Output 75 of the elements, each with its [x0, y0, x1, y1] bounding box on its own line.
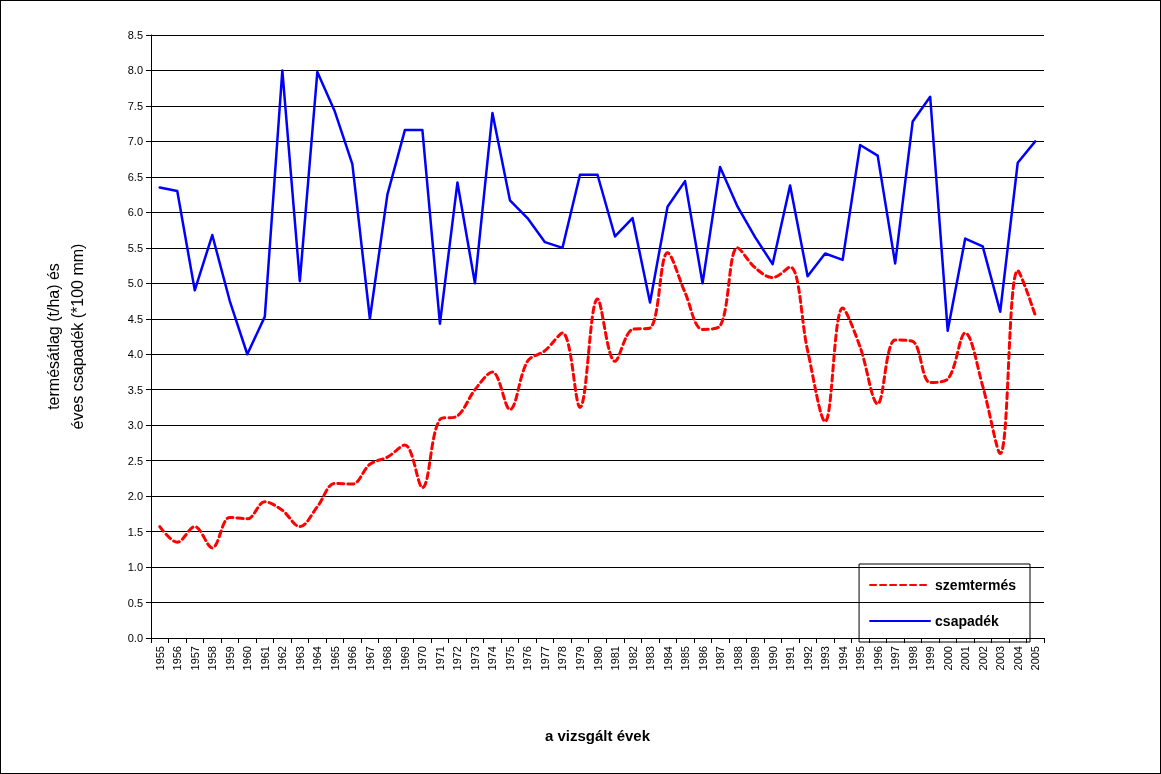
x-tick-label: 1969 — [398, 646, 411, 671]
y-tick-label: 7.0 — [127, 135, 143, 148]
y-tick-label: 1.5 — [127, 525, 143, 538]
x-tick-label: 1992 — [801, 646, 814, 671]
y-tick-label: 4.0 — [127, 348, 143, 361]
x-tick-label: 1967 — [363, 646, 376, 671]
x-tick-label: 1956 — [171, 646, 184, 671]
x-tick-label: 1989 — [749, 646, 762, 671]
x-tick-label: 1995 — [854, 646, 867, 671]
x-tick-label: 1993 — [819, 646, 832, 671]
y-axis-title: termésátlag (t/ha) és éves csapadék (*100 mm) — [44, 243, 86, 430]
y-tick-label: 5.5 — [127, 241, 143, 254]
x-tick-label: 2001 — [959, 646, 972, 671]
y-tick-label: 0.0 — [127, 632, 143, 644]
y-tick-label: 1.0 — [127, 561, 143, 574]
x-tick-label: 2003 — [994, 646, 1007, 671]
x-tick-label: 1957 — [188, 646, 201, 671]
x-tick-label: 1996 — [871, 646, 884, 671]
x-tick-label: 1991 — [784, 646, 797, 671]
y-tick-label: 4.5 — [127, 312, 143, 325]
y-tick-label: 3.5 — [127, 383, 143, 396]
x-tick-label: 1981 — [609, 646, 622, 671]
x-tick-label: 1961 — [258, 646, 271, 671]
x-tick-label: 1959 — [223, 646, 236, 671]
line-series — [158, 69, 1037, 356]
y-tick-label: 6.5 — [127, 170, 143, 183]
x-tick-label: 1968 — [381, 646, 394, 671]
x-tick-label: 1999 — [924, 646, 937, 671]
x-tick-label: 1982 — [626, 646, 639, 671]
line-series — [158, 246, 1037, 550]
x-tick-label: 1972 — [451, 646, 464, 671]
x-tick-label: 2005 — [1029, 646, 1042, 671]
x-tick-label: 1960 — [241, 646, 254, 671]
x-tick-label: 1974 — [486, 646, 499, 671]
x-tick-label: 1966 — [346, 646, 359, 671]
x-tick-label: 1973 — [468, 646, 481, 671]
x-tick-label: 2004 — [1011, 646, 1024, 671]
legend-label: csapadék — [935, 613, 1000, 629]
x-tick-label: 1964 — [311, 646, 324, 671]
x-tick-label: 1962 — [276, 646, 289, 671]
y-tick-label: 8.5 — [127, 29, 143, 41]
x-tick-label: 1975 — [503, 646, 516, 671]
x-tick-label: 1998 — [906, 646, 919, 671]
x-tick-label: 1977 — [538, 646, 551, 671]
x-tick-label: 1990 — [766, 646, 779, 671]
y-tick-label: 5.0 — [127, 277, 143, 290]
x-tick-label: 1985 — [679, 646, 692, 671]
y-tick-label: 7.5 — [127, 99, 143, 112]
y-tick-label: 6.0 — [127, 206, 143, 219]
x-tick-label: 1963 — [293, 646, 306, 671]
x-tick-label: 1978 — [556, 646, 569, 671]
x-tick-label: 1955 — [153, 646, 166, 671]
x-tick-label: 1971 — [433, 646, 446, 671]
x-tick-label: 1997 — [889, 646, 902, 671]
x-tick-label: 1965 — [328, 646, 341, 671]
x-tick-label: 1958 — [206, 646, 219, 671]
x-tick-label: 1984 — [661, 646, 674, 671]
y-tick-label: 2.0 — [127, 490, 143, 503]
x-tick-label: 1980 — [591, 646, 604, 671]
y-tick-label: 2.5 — [127, 454, 143, 467]
x-tick-label: 2000 — [941, 646, 954, 671]
y-tick-label: 0.5 — [127, 596, 143, 609]
x-tick-label: 2002 — [976, 646, 989, 671]
x-tick-label: 1970 — [416, 646, 429, 671]
x-tick-label: 1976 — [521, 646, 534, 671]
x-tick-label: 1987 — [714, 646, 727, 671]
x-tick-label: 1979 — [573, 646, 586, 671]
legend-label: szemtermés — [935, 577, 1017, 593]
x-tick-label: 1986 — [696, 646, 709, 671]
y-tick-label: 3.0 — [127, 419, 143, 432]
x-tick-label: 1983 — [644, 646, 657, 671]
x-tick-label: 1988 — [731, 646, 744, 671]
x-tick-label: 1994 — [836, 646, 849, 671]
x-axis-title: a vizsgált évek — [544, 727, 651, 744]
y-tick-label: 8.0 — [127, 64, 143, 77]
